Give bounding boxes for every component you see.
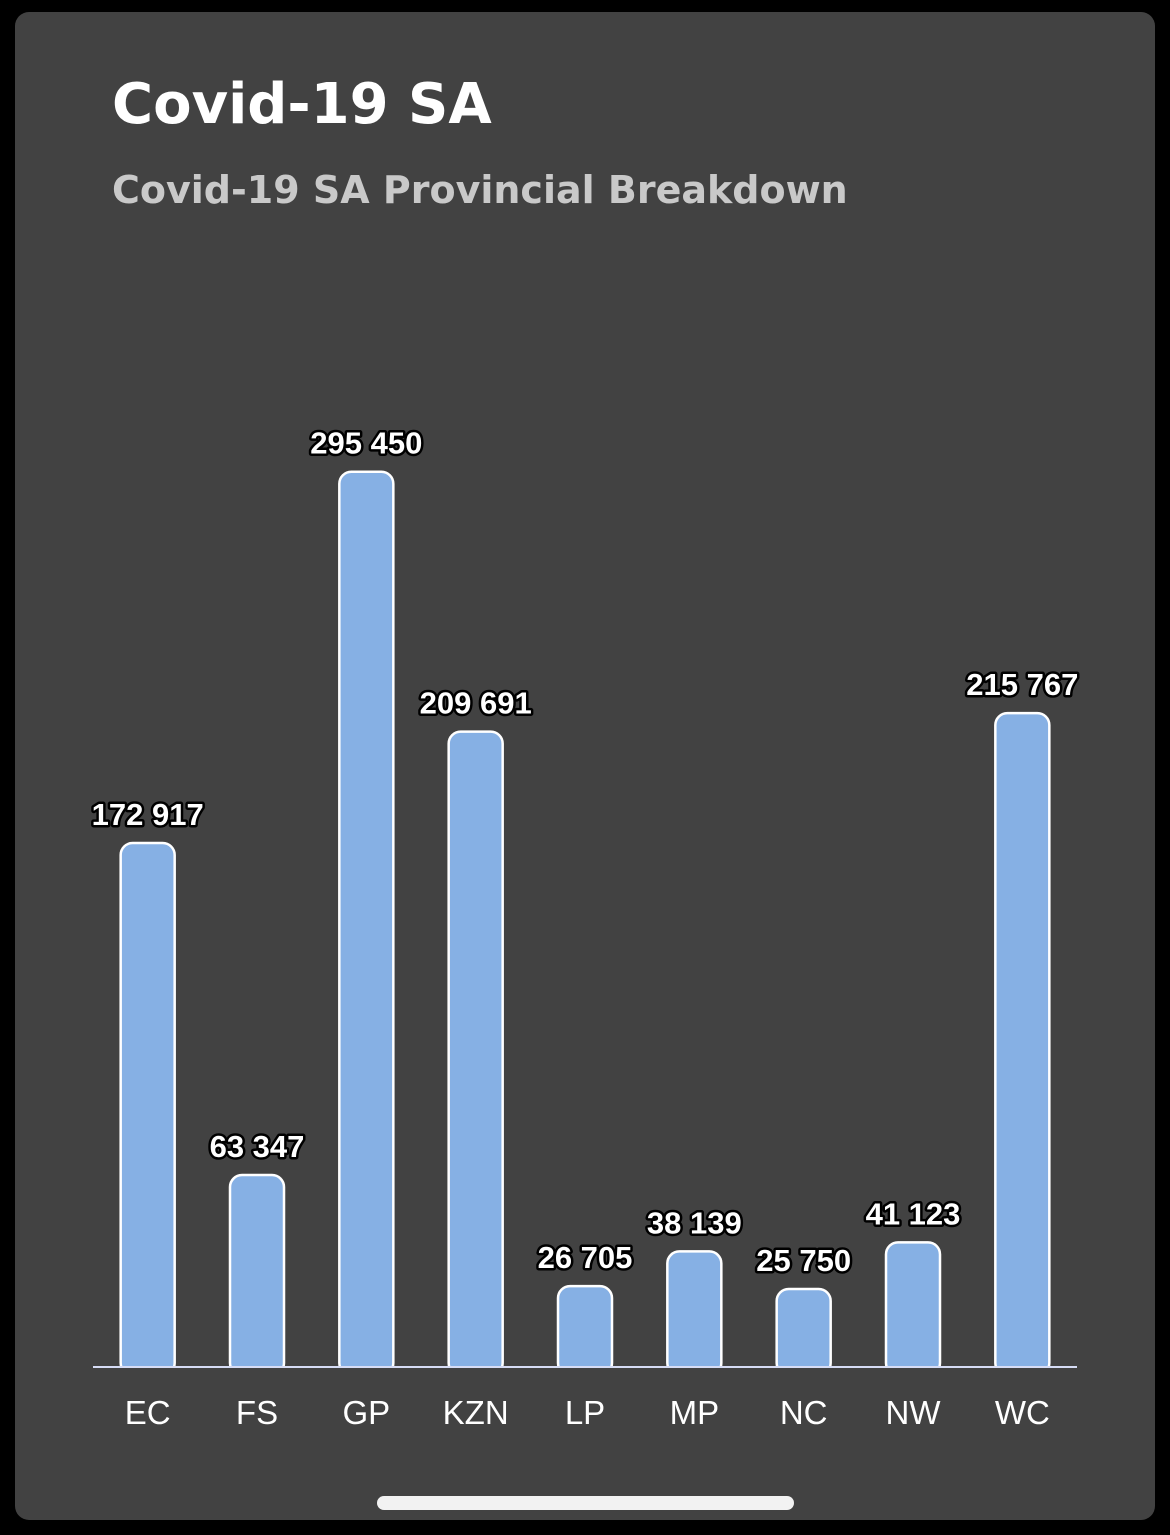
chart-subtitle: Covid-19 SA Provincial Breakdown: [112, 168, 848, 212]
x-tick-label-gp: GP: [342, 1394, 390, 1431]
x-tick-label-kzn: KZN: [443, 1394, 509, 1431]
bar-gp: [338, 470, 395, 1377]
x-tick-label-fs: FS: [236, 1394, 278, 1431]
chart-title: Covid-19 SA: [112, 72, 492, 137]
bar-nw: [884, 1241, 942, 1377]
value-label-wc: 215 767: [966, 667, 1078, 702]
x-tick-label-nc: NC: [780, 1394, 828, 1431]
value-label-gp: 295 450: [310, 426, 422, 461]
home-indicator[interactable]: [377, 1496, 794, 1510]
value-label-nw: 41 123: [866, 1196, 961, 1231]
value-label-mp: 38 139: [647, 1205, 742, 1240]
bar-wc: [994, 711, 1051, 1377]
x-tick-label-ec: EC: [125, 1394, 171, 1431]
bar-lp: [556, 1284, 614, 1377]
axis-backdrop: [83, 1368, 1087, 1380]
x-tick-label-wc: WC: [995, 1394, 1050, 1431]
chart-card: Covid-19 SA Covid-19 SA Provincial Break…: [15, 12, 1155, 1520]
value-label-lp: 26 705: [538, 1240, 633, 1275]
bar-kzn: [447, 730, 504, 1377]
x-tick-label-mp: MP: [670, 1394, 720, 1431]
bar-chart: 172 917 EC 63 347 FS 295 450 GP 209 691 KZN 26 7…: [83, 423, 1087, 1431]
value-label-fs: 63 347: [210, 1129, 305, 1164]
bar-nc: [775, 1287, 832, 1377]
value-label-nc: 25 750: [756, 1243, 851, 1278]
bar-mp: [666, 1250, 723, 1377]
value-label-kzn: 209 691: [420, 686, 532, 721]
x-tick-label-nw: NW: [886, 1394, 942, 1431]
bar-ec: [119, 841, 176, 1377]
value-label-ec: 172 917: [92, 797, 204, 832]
x-tick-label-lp: LP: [565, 1394, 605, 1431]
bar-fs: [228, 1173, 286, 1377]
